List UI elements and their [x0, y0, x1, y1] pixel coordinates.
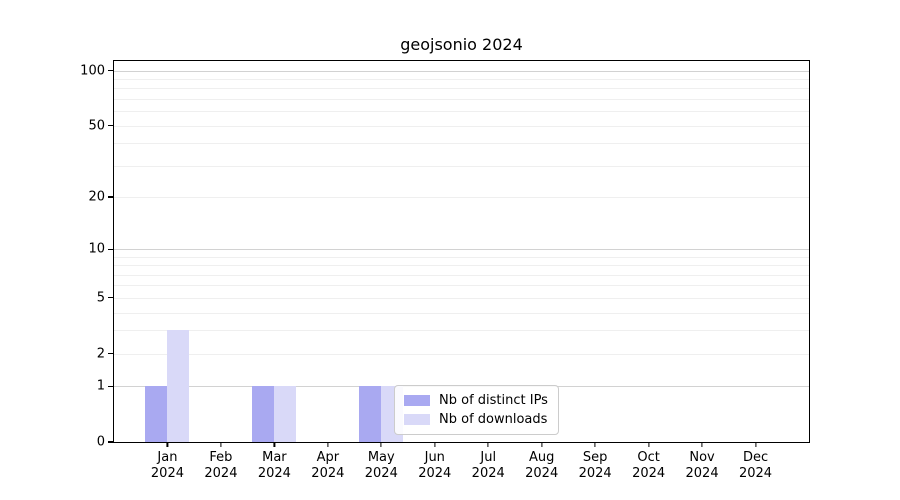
x-tick-label: Jun 2024 — [418, 450, 452, 481]
x-tick-label: Dec 2024 — [738, 450, 773, 481]
y-gridline-minor — [114, 256, 809, 258]
y-tick — [108, 248, 114, 250]
y-tick-label: 20 — [88, 189, 105, 205]
y-tick-label: 0 — [96, 434, 105, 450]
x-tick — [754, 442, 757, 447]
y-gridline-minor — [114, 88, 809, 90]
x-tick-label: Jan 2024 — [150, 450, 184, 481]
x-tick-label: Aug 2024 — [525, 450, 559, 481]
legend-item: Nb of distinct IPs — [404, 391, 548, 410]
y-gridline-minor — [114, 353, 809, 355]
y-gridline-major — [114, 249, 809, 251]
y-tick — [108, 196, 114, 198]
x-tick-label: Oct 2024 — [632, 450, 666, 481]
y-tick-label: 1 — [96, 378, 105, 394]
y-gridline-minor — [114, 274, 809, 276]
legend-swatch — [404, 395, 430, 406]
x-tick — [594, 442, 596, 447]
bar-downloads — [274, 386, 297, 442]
chart-title: geojsonio 2024 — [400, 35, 523, 54]
y-gridline-minor — [114, 330, 809, 332]
y-gridline-major — [114, 70, 809, 72]
y-tick — [108, 297, 114, 299]
x-tick-label: May 2024 — [364, 450, 398, 481]
x-tick — [380, 442, 382, 447]
y-gridline-minor — [114, 79, 809, 81]
x-tick — [166, 442, 169, 447]
y-tick — [108, 353, 114, 355]
y-tick-label: 5 — [96, 290, 105, 306]
y-tick-label: 100 — [80, 63, 105, 79]
x-tick — [487, 442, 489, 447]
y-gridline-minor — [114, 297, 809, 299]
x-tick — [648, 442, 650, 447]
x-tick — [220, 442, 222, 447]
y-gridline-minor — [114, 265, 809, 267]
y-tick-label: 50 — [88, 118, 105, 134]
y-gridline-minor — [114, 143, 809, 145]
bar-distinct-ips — [359, 386, 382, 442]
x-tick-label: Apr 2024 — [311, 450, 345, 481]
legend-item: Nb of downloads — [404, 410, 548, 429]
legend: Nb of distinct IPs Nb of downloads — [394, 385, 559, 435]
y-tick — [108, 385, 114, 387]
x-tick-label: Sep 2024 — [578, 450, 612, 481]
y-gridline-minor — [114, 111, 809, 113]
legend-item-label: Nb of distinct IPs — [439, 393, 548, 408]
plot-area: 0 1 2 5 10 20 50 100 Jan 2024 Feb 2024 Mar 2024 Apr… — [80, 60, 810, 481]
y-gridline-minor — [114, 285, 809, 287]
y-tick — [108, 125, 114, 127]
y-gridline-minor — [114, 165, 809, 167]
y-tick — [108, 441, 114, 443]
y-gridline-minor — [114, 125, 809, 127]
x-tick — [273, 442, 275, 447]
bar-downloads — [167, 330, 190, 442]
x-tick — [434, 442, 436, 447]
legend-swatch — [404, 414, 430, 425]
y-tick — [108, 70, 114, 72]
legend-item-label: Nb of downloads — [439, 412, 548, 427]
x-tick — [541, 442, 543, 447]
x-tick-label: Nov 2024 — [685, 450, 719, 481]
y-gridline-minor — [114, 197, 809, 199]
bar-distinct-ips — [252, 386, 275, 442]
x-tick-label: Feb 2024 — [204, 450, 238, 481]
bar-distinct-ips — [145, 386, 168, 442]
x-tick-label: Jul 2024 — [471, 450, 505, 481]
y-gridline-minor — [114, 99, 809, 101]
x-tick-label: Mar 2024 — [257, 450, 291, 481]
x-tick — [327, 442, 329, 447]
y-tick-label: 2 — [96, 346, 105, 362]
y-gridline-minor — [114, 312, 809, 314]
x-tick — [701, 442, 703, 447]
y-tick-label: 10 — [88, 241, 105, 257]
